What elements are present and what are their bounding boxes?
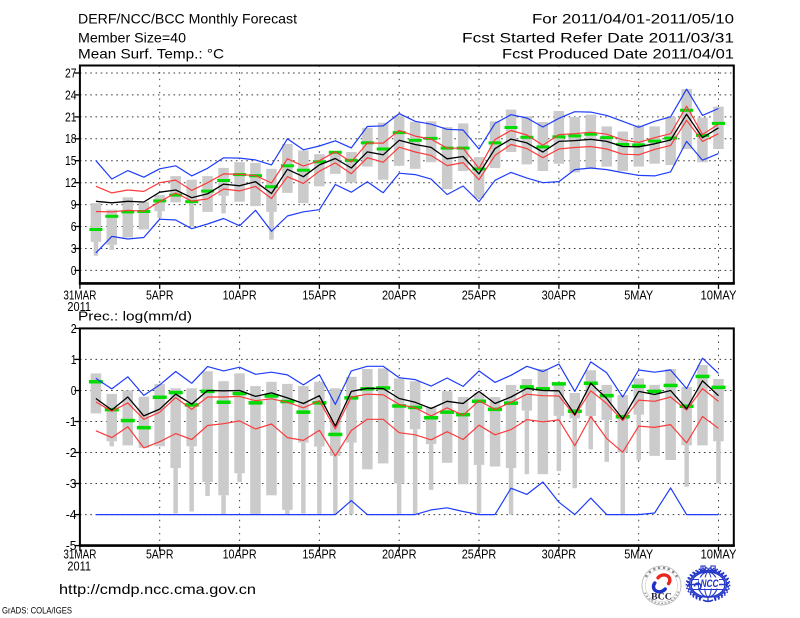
svg-text:31MAR: 31MAR [63,288,96,302]
svg-text:Member Size=40: Member Size=40 [78,30,186,46]
svg-text:10MAY: 10MAY [701,548,738,562]
svg-text:Mean Surf. Temp.: °C: Mean Surf. Temp.: °C [78,46,224,62]
svg-text:2011: 2011 [67,300,91,314]
svg-text:31MAR: 31MAR [63,548,96,562]
svg-text:DERF/NCC/BCC Monthly Forecast: DERF/NCC/BCC Monthly Forecast [78,11,297,27]
svg-text:Fcst Produced Date 2011/04/01: Fcst Produced Date 2011/04/01 [502,46,734,62]
svg-text:15APR: 15APR [302,548,336,562]
svg-text:9: 9 [71,198,77,212]
svg-text:24: 24 [65,88,77,102]
svg-text:0: 0 [71,384,77,398]
svg-text:10MAY: 10MAY [701,288,738,302]
svg-text:Prec.: log(mm/d): Prec.: log(mm/d) [78,310,192,324]
svg-text:2: 2 [71,322,77,336]
svg-text:20APR: 20APR [382,288,417,302]
svg-text:Fcst Started Refer Date 2011/0: Fcst Started Refer Date 2011/03/31 [462,30,734,46]
svg-text:25APR: 25APR [462,288,497,302]
svg-text:0: 0 [71,264,77,278]
svg-text:For 2011/04/01-2011/05/10: For 2011/04/01-2011/05/10 [532,11,734,27]
svg-text:10APR: 10APR [223,288,257,302]
svg-text:15APR: 15APR [302,288,336,302]
svg-text:BCC: BCC [651,592,672,602]
svg-text:10APR: 10APR [223,548,257,562]
svg-text:-1: -1 [66,415,77,429]
svg-text:GrADS: COLA/IGES: GrADS: COLA/IGES [2,606,72,617]
svg-text:NCC: NCC [701,578,720,590]
svg-text:3: 3 [71,242,77,256]
svg-text:18: 18 [65,132,77,146]
svg-text:6: 6 [71,220,77,234]
svg-text:1: 1 [71,353,77,367]
svg-text:-3: -3 [66,477,77,491]
svg-text:5MAY: 5MAY [624,548,654,562]
svg-text:12: 12 [65,176,77,190]
svg-text:20APR: 20APR [382,548,417,562]
svg-text:-5: -5 [66,539,77,553]
svg-text:2011: 2011 [67,559,91,573]
svg-text:25APR: 25APR [462,548,497,562]
svg-text:5MAY: 5MAY [624,288,654,302]
svg-text:http://cmdp.ncc.cma.gov.cn: http://cmdp.ncc.cma.gov.cn [59,581,256,597]
svg-text:5APR: 5APR [146,548,174,562]
svg-text:21: 21 [65,110,77,124]
svg-text:27: 27 [65,66,77,80]
svg-text:-2: -2 [66,446,77,460]
svg-text:30APR: 30APR [542,548,577,562]
svg-text:30APR: 30APR [542,288,577,302]
svg-text:5APR: 5APR [146,288,174,302]
svg-text:15: 15 [65,154,77,168]
svg-text:-4: -4 [66,508,77,522]
